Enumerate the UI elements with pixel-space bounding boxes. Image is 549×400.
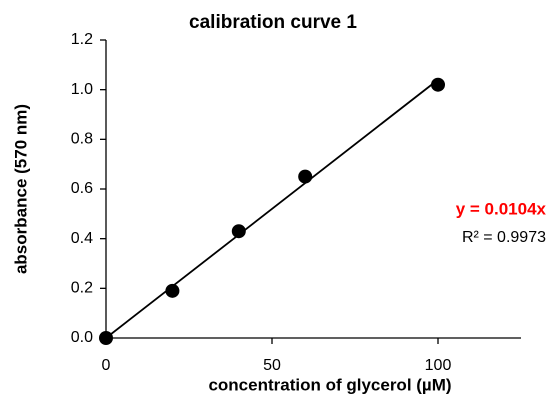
data-point: [165, 283, 180, 298]
data-point: [298, 169, 313, 184]
y-tick-label: 0.8: [71, 131, 93, 148]
x-tick-label: 50: [263, 357, 281, 374]
y-axis-label: absorbance (570 nm): [11, 104, 30, 274]
y-tick-label: 0.0: [71, 329, 93, 346]
y-tick-label: 0.4: [71, 230, 93, 247]
data-point: [231, 224, 246, 239]
x-tick-label: 0: [102, 357, 111, 374]
data-point: [99, 331, 113, 345]
r-squared: R² = 0.9973: [462, 229, 546, 246]
trendline: [105, 79, 439, 339]
trendline-equation: y = 0.0104x: [456, 199, 547, 218]
y-tick-label: 1.0: [71, 81, 93, 98]
data-point: [431, 77, 445, 92]
y-tick-label: 0.2: [71, 280, 93, 297]
y-tick-label: 0.6: [71, 180, 93, 197]
y-tick-label: 1.2: [71, 31, 93, 48]
x-axis-label: concentration of glycerol (µM): [208, 375, 451, 394]
chart-title: calibration curve 1: [189, 12, 357, 33]
x-tick-label: 100: [425, 357, 452, 374]
